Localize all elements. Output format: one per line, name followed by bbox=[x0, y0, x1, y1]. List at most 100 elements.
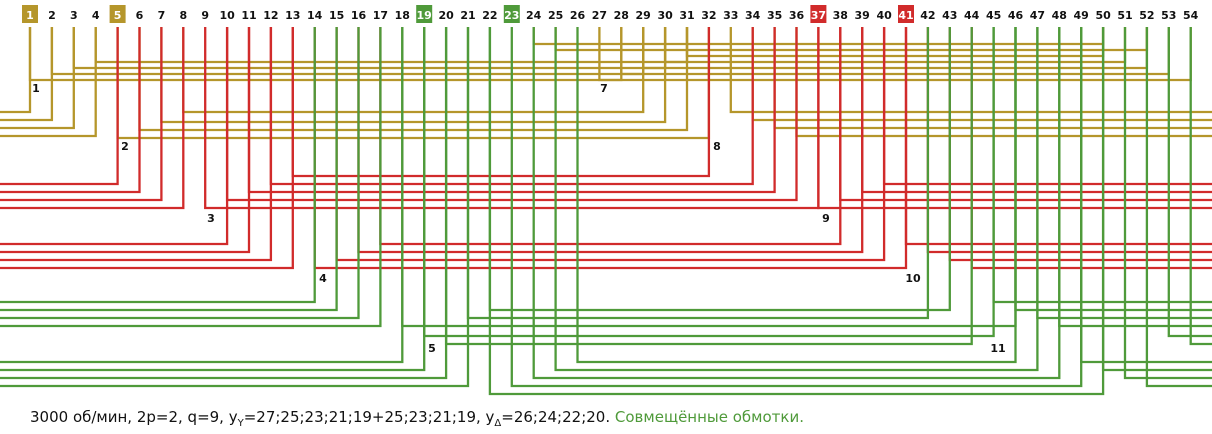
slot-number: 6 bbox=[136, 9, 144, 22]
lead-wire bbox=[0, 27, 273, 262]
caption-highlight: Совмещённые обмотки. bbox=[614, 408, 804, 426]
caption-part-3: =26;24;22;20. bbox=[501, 408, 611, 426]
slot-highlight bbox=[109, 5, 126, 23]
slot-number: 15 bbox=[329, 9, 344, 22]
slot-number: 48 bbox=[1052, 9, 1067, 22]
lead-wire bbox=[1123, 27, 1212, 380]
slot-number: 30 bbox=[657, 9, 673, 22]
slot-number: 38 bbox=[833, 9, 848, 22]
slot-number: 46 bbox=[1008, 9, 1024, 22]
slot-number: 50 bbox=[1095, 9, 1111, 22]
lead-wire bbox=[0, 27, 470, 388]
slot-number: 5 bbox=[114, 9, 122, 22]
caption-part-2: =27;25;23;21;19+25;23;21;19, y bbox=[243, 408, 495, 426]
coil-wire bbox=[138, 27, 689, 132]
slot-number: 26 bbox=[570, 9, 586, 22]
slot-number: 27 bbox=[592, 9, 607, 22]
slot-number: 8 bbox=[179, 9, 187, 22]
lead-wire bbox=[0, 27, 119, 186]
slot-number: 23 bbox=[504, 9, 519, 22]
lead-wire bbox=[0, 27, 141, 194]
caption-sub-y: Y bbox=[237, 418, 244, 429]
slot-number: 9 bbox=[201, 9, 209, 22]
caption-sub-delta: Δ bbox=[494, 418, 502, 429]
slot-number: 39 bbox=[855, 9, 870, 22]
coil-wire bbox=[576, 27, 1017, 364]
slot-number: 20 bbox=[438, 9, 454, 22]
lead-wire bbox=[1101, 27, 1212, 372]
slot-number: 29 bbox=[636, 9, 651, 22]
lead-wire bbox=[0, 27, 97, 138]
slot-number: 37 bbox=[811, 9, 826, 22]
slot-highlight bbox=[416, 5, 433, 23]
group-label: 9 bbox=[822, 212, 830, 225]
slot-number: 7 bbox=[158, 9, 166, 22]
coil-wire bbox=[685, 27, 1105, 58]
slot-number: 16 bbox=[351, 9, 367, 22]
lead-wire bbox=[0, 27, 163, 202]
slot-number: 31 bbox=[679, 9, 694, 22]
slot-number: 10 bbox=[219, 9, 235, 22]
slot-number: 44 bbox=[964, 9, 980, 22]
lead-wire bbox=[0, 27, 426, 372]
lead-wire bbox=[1167, 27, 1212, 338]
slot-number: 19 bbox=[417, 9, 432, 22]
slot-number: 13 bbox=[285, 9, 300, 22]
group-label: 11 bbox=[990, 342, 1005, 355]
lead-wire bbox=[1145, 27, 1212, 388]
lead-wire bbox=[839, 27, 1212, 202]
group-label: 2 bbox=[121, 140, 129, 153]
slot-number: 47 bbox=[1030, 9, 1045, 22]
group-label: 5 bbox=[428, 342, 436, 355]
slot-number: 21 bbox=[460, 9, 475, 22]
slot-number-row: 1 2 3 4 5 6 7 8 9 10 11 12 13 14 15 16 17 18 19 20 21 22 23 24 2… bbox=[22, 5, 1199, 23]
slot-number: 54 bbox=[1183, 9, 1199, 22]
coil-wire bbox=[554, 27, 1039, 372]
slot-number: 51 bbox=[1117, 9, 1132, 22]
lead-wire bbox=[729, 27, 1212, 114]
slot-number: 34 bbox=[745, 9, 761, 22]
lead-wire bbox=[0, 27, 54, 122]
slot-highlight bbox=[810, 5, 827, 23]
slot-highlight bbox=[22, 5, 38, 23]
lead-wire bbox=[0, 27, 404, 364]
lead-wire bbox=[0, 27, 316, 304]
slot-highlight bbox=[898, 5, 914, 23]
slot-number: 18 bbox=[395, 9, 410, 22]
slot-number: 17 bbox=[373, 9, 388, 22]
lead-wire bbox=[0, 27, 360, 320]
lead-wire bbox=[1080, 27, 1212, 364]
slot-number: 24 bbox=[526, 9, 542, 22]
slot-number: 33 bbox=[723, 9, 738, 22]
slot-number: 49 bbox=[1074, 9, 1089, 22]
lead-wire bbox=[0, 27, 75, 130]
lead-wire bbox=[0, 27, 251, 254]
slot-number: 3 bbox=[70, 9, 78, 22]
lead-wire bbox=[992, 27, 1212, 304]
coil-wire bbox=[357, 27, 864, 254]
winding-diagram: 1 2 3 4 5 6 7 8 9 10 11 12 13 14 15 16 17 18 19 20 21 22 23 24 2… bbox=[0, 5, 1212, 400]
caption-part-1: 3000 об/мин, 2p=2, q=9, y bbox=[30, 408, 238, 426]
group-label: 8 bbox=[713, 140, 721, 153]
lead-wire bbox=[0, 27, 229, 246]
lead-wire bbox=[904, 27, 1212, 246]
slot-number: 42 bbox=[920, 9, 935, 22]
slot-number: 40 bbox=[876, 9, 892, 22]
coil-wire bbox=[182, 27, 645, 114]
slot-number: 1 bbox=[26, 9, 34, 22]
lead-wire bbox=[0, 27, 338, 312]
lead-wire bbox=[0, 27, 294, 270]
group-label: 1 bbox=[32, 82, 40, 95]
slot-number: 52 bbox=[1139, 9, 1154, 22]
slot-number: 22 bbox=[482, 9, 497, 22]
slot-number: 2 bbox=[48, 9, 56, 22]
slot-number: 43 bbox=[942, 9, 957, 22]
slot-number: 11 bbox=[241, 9, 256, 22]
slot-number: 53 bbox=[1161, 9, 1176, 22]
group-label: 3 bbox=[207, 212, 215, 225]
coil-wire bbox=[379, 27, 842, 246]
group-label: 4 bbox=[319, 272, 327, 285]
lead-wire bbox=[0, 27, 448, 380]
group-label: 10 bbox=[905, 272, 921, 285]
group-label: 6 bbox=[514, 398, 522, 400]
